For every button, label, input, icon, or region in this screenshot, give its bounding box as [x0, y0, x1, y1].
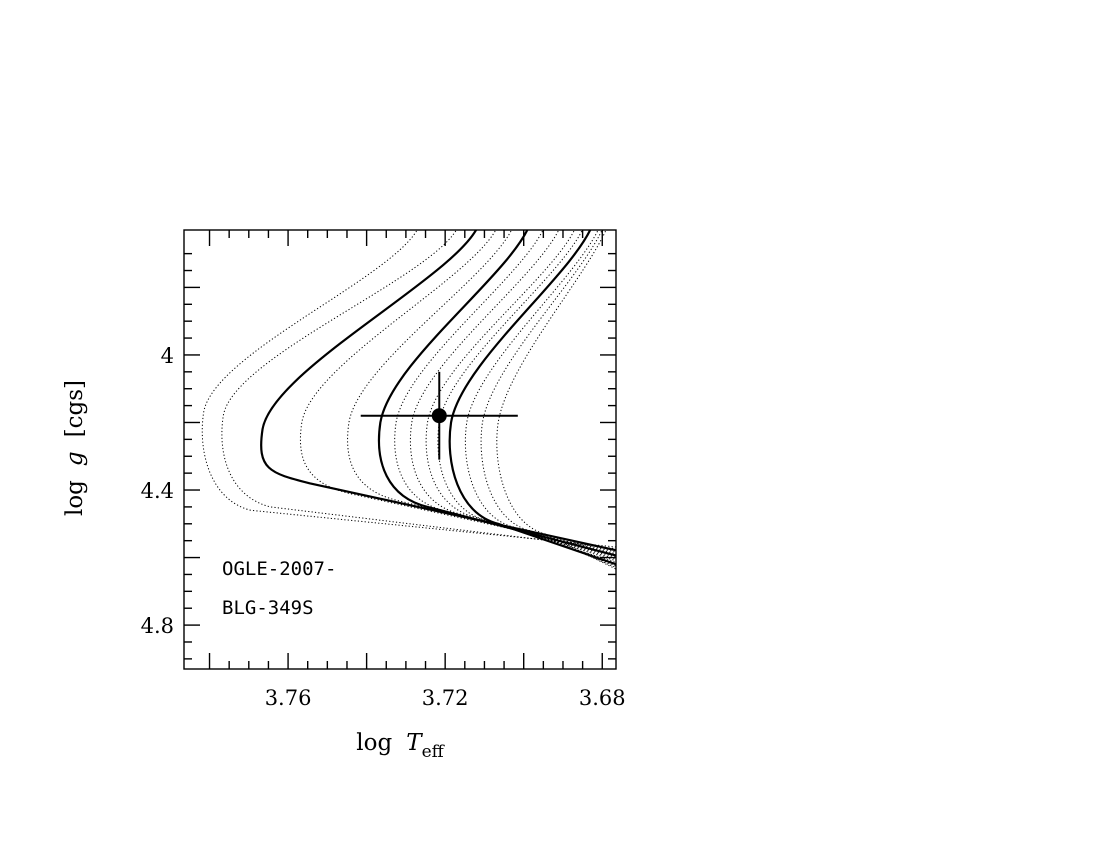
y-tick-label: 4.4 [141, 479, 174, 503]
isochrone-dotted-7 [394, 230, 616, 558]
y-axis-title-unit: [cgs] [62, 380, 88, 437]
y-tick-label: 4.8 [141, 614, 174, 638]
y-tick-label: 4 [161, 344, 174, 368]
isochrone-dotted-10 [437, 230, 616, 564]
isochrone-dotted-13 [480, 230, 616, 569]
isochrone-dotted-14 [496, 230, 616, 570]
isochrone-lines [201, 230, 616, 570]
x-axis-title-symbol: T [406, 730, 423, 756]
y-axis-title-symbol: g [62, 451, 88, 466]
x-tick-label: 3.68 [579, 686, 626, 710]
x-axis-title-prefix: log [356, 730, 392, 756]
isochrone-dotted-2 [221, 230, 616, 550]
isochrone-dotted-4 [299, 230, 616, 553]
isochrone-solid-6 [377, 230, 616, 557]
isochrone-dotted-12 [464, 230, 616, 567]
x-tick-label: 3.72 [422, 686, 469, 710]
x-axis-title: log Teff [356, 730, 445, 762]
isochrone-solid-11 [448, 230, 616, 566]
isochrone-dotted-5 [347, 230, 616, 555]
y-axis-title: log g [cgs] [62, 380, 88, 516]
star-point [431, 408, 447, 424]
axis-ticks [184, 230, 616, 669]
y-axis-title-prefix: log [62, 480, 88, 516]
isochrone-dotted-1 [201, 230, 616, 548]
isochrone-solid-3 [260, 230, 616, 552]
isochrone-dotted-9 [425, 230, 616, 562]
annotation-line-1: OGLE-2007- [222, 558, 336, 580]
star-data-point [360, 371, 518, 460]
x-tick-label: 3.76 [265, 686, 312, 710]
tick-labels: 3.76 3.72 3.68 4 4.4 4.8 [141, 344, 626, 710]
annotation-line-2: BLG-349S [222, 597, 314, 619]
isochrone-dotted-8 [409, 230, 616, 560]
x-axis-title-subscript: eff [422, 742, 446, 762]
plot-frame [183, 229, 617, 670]
